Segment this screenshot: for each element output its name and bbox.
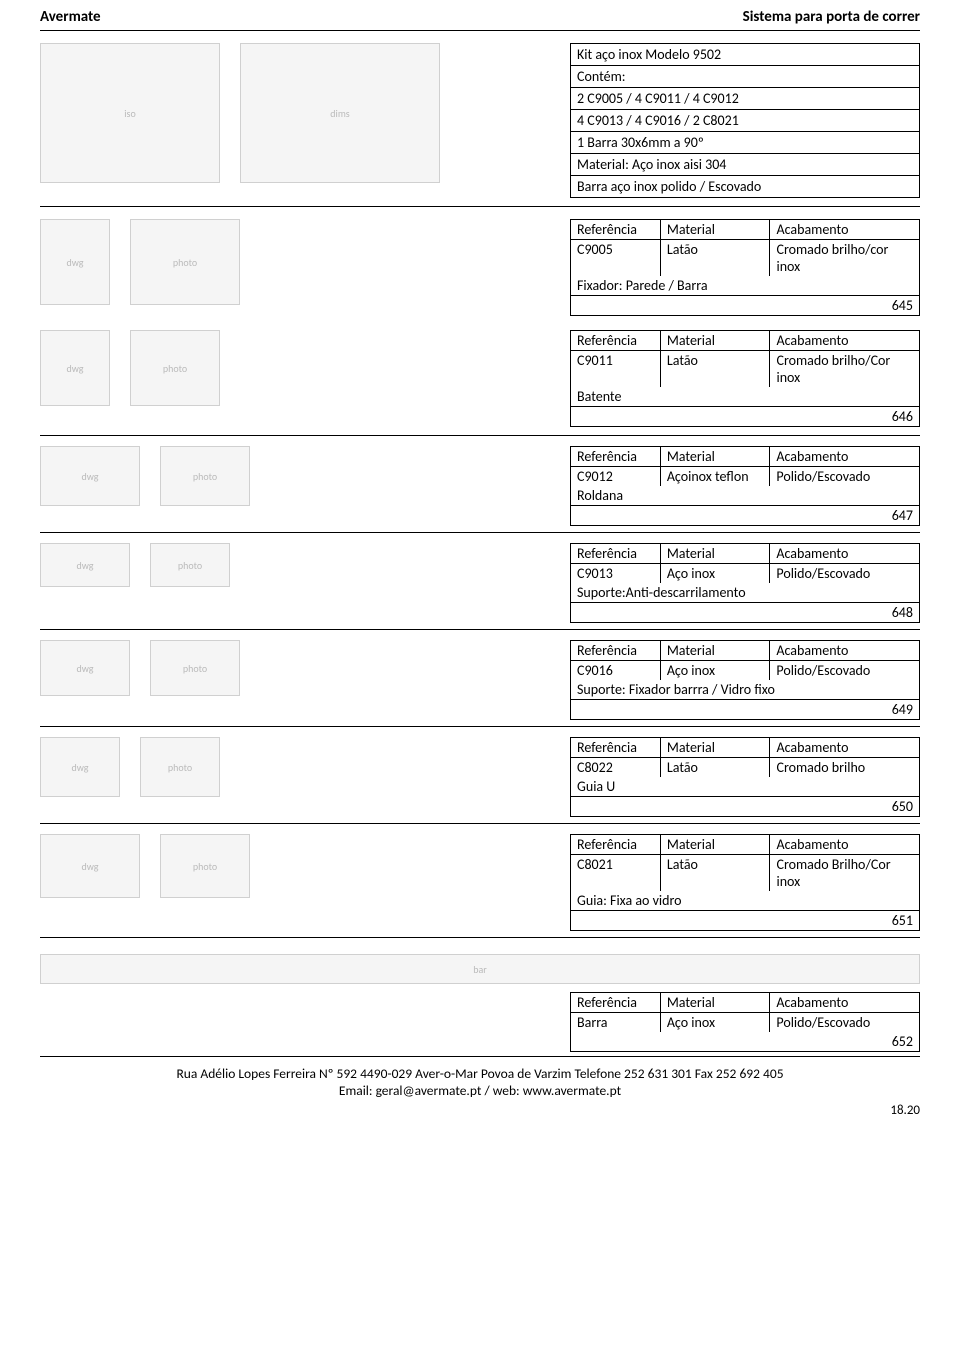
kit-title: Kit aço inox Modelo 9502 bbox=[571, 44, 920, 66]
barra-ref: Barra bbox=[571, 1013, 661, 1033]
col-ref: Referência bbox=[571, 220, 661, 240]
c8022-drawing: dwg bbox=[40, 737, 120, 797]
section-c9013: dwg photo ReferênciaMaterialAcabamento C… bbox=[40, 533, 920, 630]
barra-fin: Polido/Escovado bbox=[770, 1013, 920, 1033]
kit-line2: 4 C9013 / 4 C9016 / 2 C8021 bbox=[571, 110, 920, 132]
bar-photo-row: bar bbox=[40, 954, 920, 984]
table-c8021: ReferênciaMaterialAcabamento C8021LatãoC… bbox=[570, 834, 920, 931]
c8022-photo: photo bbox=[140, 737, 220, 797]
c9012-mat: Açoinox teflon bbox=[660, 467, 770, 487]
page-footer: Rua Adélio Lopes Ferreira Nº 592 4490-02… bbox=[40, 1057, 920, 1099]
c9011-mat: Latão bbox=[660, 351, 770, 388]
c8022-fin: Cromado brilho bbox=[770, 758, 920, 778]
table-c9016: ReferênciaMaterialAcabamento C9016Aço in… bbox=[570, 640, 920, 720]
c9012-drawing: dwg bbox=[40, 446, 140, 506]
c9013-ref: C9013 bbox=[571, 564, 661, 584]
kit-table: Kit aço inox Modelo 9502 Contém: 2 C9005… bbox=[570, 43, 920, 198]
kit-iso-drawing: iso bbox=[40, 43, 220, 183]
c9012-photo: photo bbox=[160, 446, 250, 506]
c8021-note: Guia: Fixa ao vidro bbox=[571, 891, 920, 911]
c8022-note: Guia U bbox=[571, 777, 920, 797]
page-number-row: 18.20 bbox=[40, 1099, 920, 1130]
c8021-drawing: dwg bbox=[40, 834, 140, 898]
section-barra: ReferênciaMaterialAcabamento BarraAço in… bbox=[40, 992, 920, 1052]
c9011-drawing: dwg bbox=[40, 330, 110, 406]
section-c9016: dwg photo ReferênciaMaterialAcabamento C… bbox=[40, 630, 920, 727]
c9012-num: 647 bbox=[571, 506, 920, 526]
c9013-photo: photo bbox=[150, 543, 230, 587]
footer-contact: Email: geral@avermate.pt / web: www.aver… bbox=[40, 1082, 920, 1099]
kit-line3: 1 Barra 30x6mm a 90º bbox=[571, 132, 920, 154]
c9016-ref: C9016 bbox=[571, 661, 661, 681]
kit-line5: Barra aço inox polido / Escovado bbox=[571, 176, 920, 198]
c9005-photo: photo bbox=[130, 219, 240, 305]
c8021-photo: photo bbox=[160, 834, 250, 898]
barra-mat: Aço inox bbox=[660, 1013, 770, 1033]
c9016-mat: Aço inox bbox=[660, 661, 770, 681]
col-fin: Acabamento bbox=[770, 220, 920, 240]
c8022-mat: Latão bbox=[660, 758, 770, 778]
c9016-fin: Polido/Escovado bbox=[770, 661, 920, 681]
table-c9013: ReferênciaMaterialAcabamento C9013Aço in… bbox=[570, 543, 920, 623]
c8021-fin: Cromado Brilho/Cor inox bbox=[770, 855, 920, 892]
c8021-mat: Latão bbox=[660, 855, 770, 892]
brand-name: Avermate bbox=[40, 8, 101, 26]
c8022-ref: C8022 bbox=[571, 758, 661, 778]
c9005-note: Fixador: Parede / Barra bbox=[571, 276, 920, 296]
c9016-photo: photo bbox=[150, 640, 240, 696]
kit-dimension-drawing: dims bbox=[240, 43, 440, 183]
c9011-num: 646 bbox=[571, 407, 920, 427]
page-subtitle: Sistema para porta de correr bbox=[743, 8, 920, 26]
section-c9005-c9011: dwg photo ReferênciaMaterialAcabamento C… bbox=[40, 207, 920, 436]
table-barra: ReferênciaMaterialAcabamento BarraAço in… bbox=[570, 992, 920, 1052]
page-number: 18.20 bbox=[890, 1103, 920, 1118]
c9005-fin: Cromado brilho/cor inox bbox=[770, 240, 920, 277]
c9012-ref: C9012 bbox=[571, 467, 661, 487]
c9011-photo: photo bbox=[130, 330, 220, 406]
c9013-num: 648 bbox=[571, 603, 920, 623]
c9011-note: Batente bbox=[571, 387, 920, 407]
col-mat: Material bbox=[660, 220, 770, 240]
c8021-num: 651 bbox=[571, 911, 920, 931]
c9005-ref: C9005 bbox=[571, 240, 661, 277]
c9005-mat: Latão bbox=[660, 240, 770, 277]
kit-line1: 2 C9005 / 4 C9011 / 4 C9012 bbox=[571, 88, 920, 110]
c9012-note: Roldana bbox=[571, 486, 920, 506]
c9005-num: 645 bbox=[571, 296, 920, 316]
footer-address: Rua Adélio Lopes Ferreira Nº 592 4490-02… bbox=[40, 1065, 920, 1082]
kit-line4: Material: Aço inox aisi 304 bbox=[571, 154, 920, 176]
barra-num: 652 bbox=[571, 1032, 920, 1052]
c9013-fin: Polido/Escovado bbox=[770, 564, 920, 584]
section-c9012: dwg photo ReferênciaMaterialAcabamento C… bbox=[40, 436, 920, 533]
c9011-ref: C9011 bbox=[571, 351, 661, 388]
table-c9005: ReferênciaMaterialAcabamento C9005LatãoC… bbox=[570, 219, 920, 316]
section-c8021: dwg photo ReferênciaMaterialAcabamento C… bbox=[40, 824, 920, 938]
kit-contains-label: Contém: bbox=[571, 66, 920, 88]
table-c8022: ReferênciaMaterialAcabamento C8022LatãoC… bbox=[570, 737, 920, 817]
c8022-num: 650 bbox=[571, 797, 920, 817]
section-c8022: dwg photo ReferênciaMaterialAcabamento C… bbox=[40, 727, 920, 824]
c9013-mat: Aço inox bbox=[660, 564, 770, 584]
table-c9011: ReferênciaMaterialAcabamento C9011LatãoC… bbox=[570, 330, 920, 427]
c9011-fin: Cromado brilho/Cor inox bbox=[770, 351, 920, 388]
c9016-note: Suporte: Fixador barrra / Vidro fixo bbox=[571, 680, 920, 700]
c9016-num: 649 bbox=[571, 700, 920, 720]
c9013-drawing: dwg bbox=[40, 543, 130, 587]
kit-illustrations: iso dims bbox=[40, 43, 440, 183]
c9016-drawing: dwg bbox=[40, 640, 130, 696]
bar-photo: bar bbox=[40, 954, 920, 984]
page-header: Avermate Sistema para porta de correr bbox=[40, 0, 920, 30]
section-kit: iso dims Kit aço inox Modelo 9502 Contém… bbox=[40, 31, 920, 207]
c9012-fin: Polido/Escovado bbox=[770, 467, 920, 487]
c9005-drawing: dwg bbox=[40, 219, 110, 305]
c8021-ref: C8021 bbox=[571, 855, 661, 892]
c9013-note: Suporte:Anti-descarrilamento bbox=[571, 583, 920, 603]
table-c9012: ReferênciaMaterialAcabamento C9012Açoino… bbox=[570, 446, 920, 526]
